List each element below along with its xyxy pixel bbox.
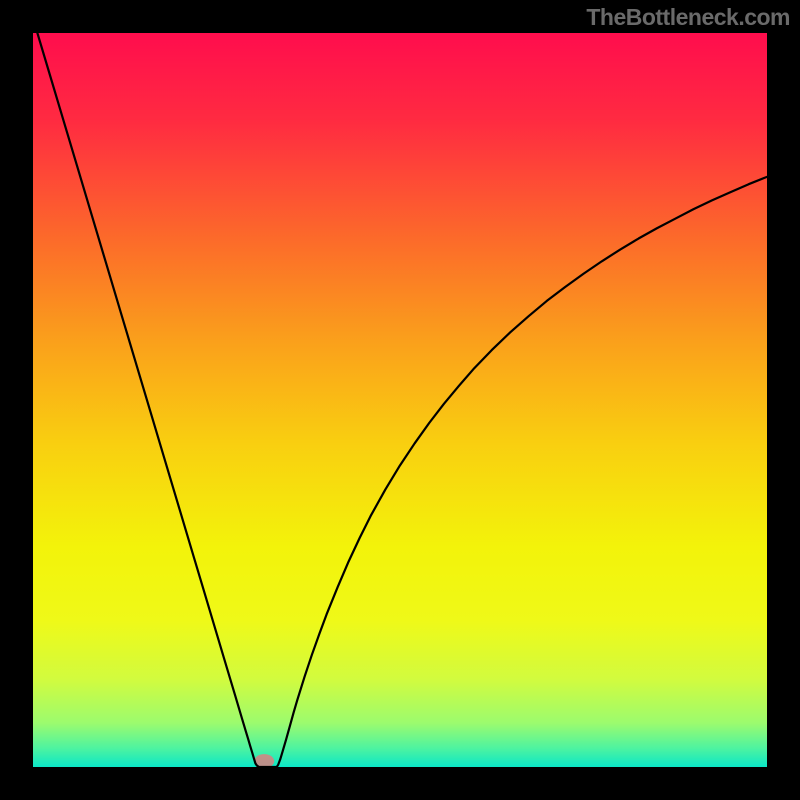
chart-frame: TheBottleneck.com [0,0,800,800]
bottleneck-chart [33,33,767,767]
gradient-background [33,33,767,767]
attribution-text: TheBottleneck.com [586,4,790,31]
